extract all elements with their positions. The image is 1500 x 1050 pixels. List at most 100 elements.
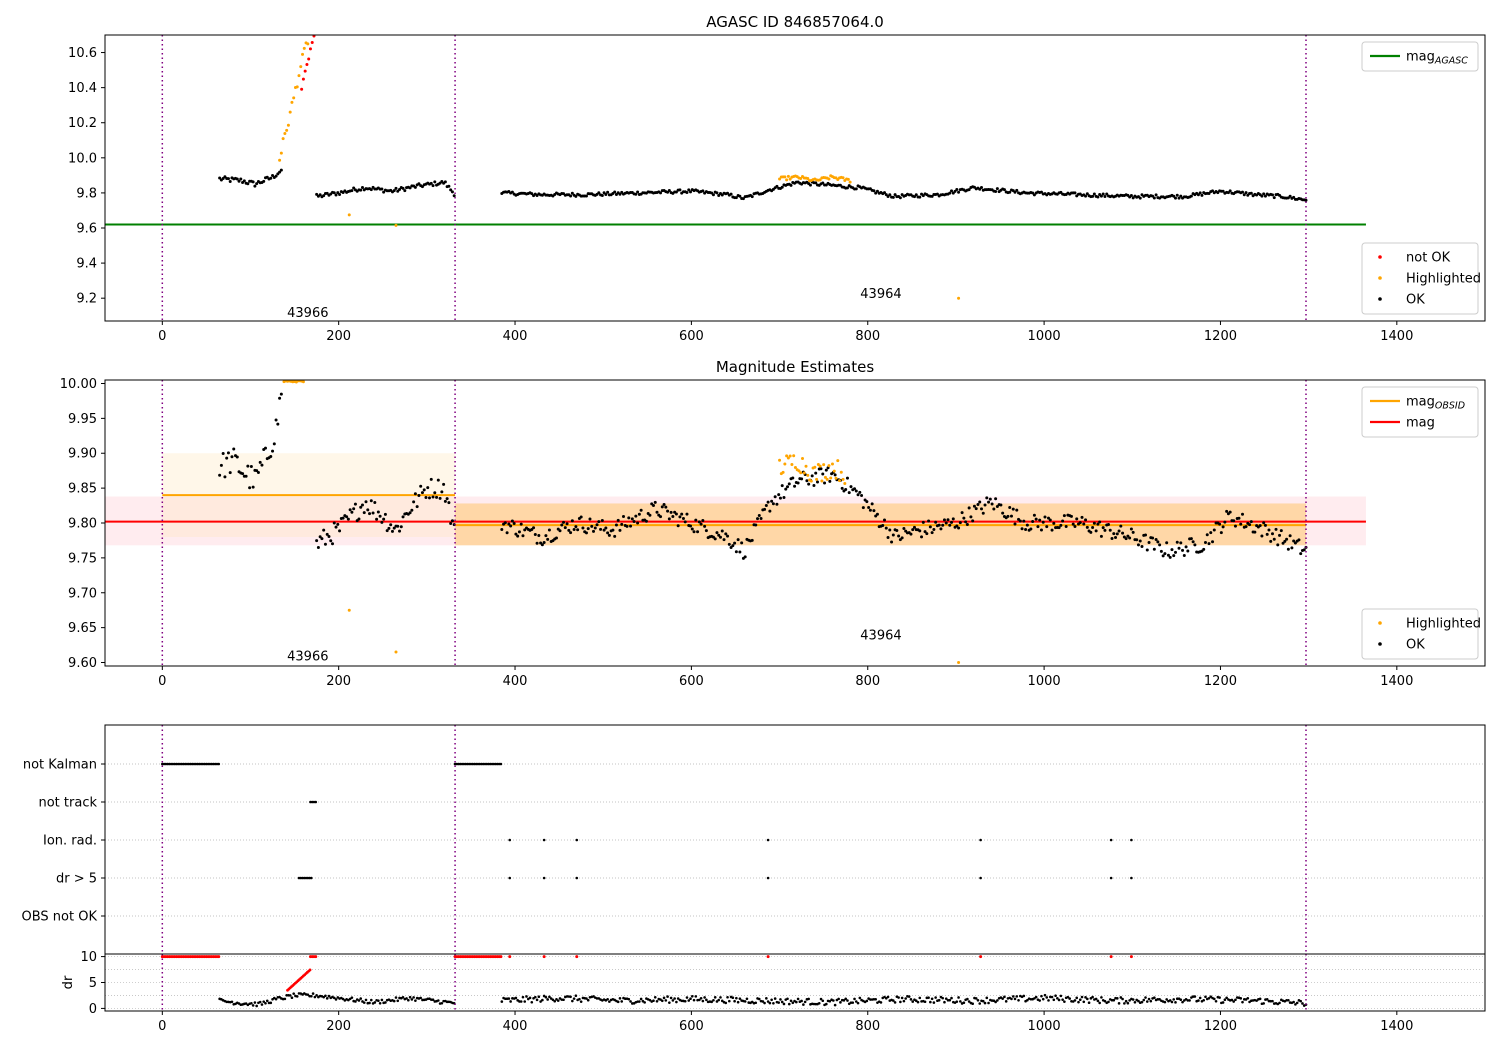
- ok-point: [422, 488, 426, 492]
- dr-ok-point: [701, 999, 705, 1003]
- ok-point: [634, 192, 638, 196]
- ok-point: [569, 194, 573, 198]
- highlighted-point: [788, 177, 792, 181]
- dr-ok-point: [1086, 997, 1089, 1001]
- ok-point: [1260, 194, 1264, 198]
- dr-clipped-point: [979, 955, 983, 959]
- highlighted-point: [394, 650, 398, 654]
- y-tick-label: 9.2: [76, 292, 97, 307]
- ok-point: [1121, 531, 1125, 535]
- ok-point: [378, 514, 382, 518]
- highlighted-point: [832, 469, 836, 473]
- ok-point: [856, 493, 860, 497]
- ok-point: [1205, 533, 1209, 537]
- dr-ok-point: [1054, 994, 1057, 998]
- dr-ok-point: [1112, 998, 1116, 1002]
- ok-point: [452, 194, 456, 198]
- dr-ok-point: [306, 993, 310, 996]
- dr-ok-point: [1119, 996, 1123, 999]
- dr-ok-point: [943, 1000, 946, 1004]
- ok-point: [540, 543, 544, 547]
- ok-point: [923, 530, 927, 534]
- flag-category-label: Ion. rad.: [43, 834, 97, 849]
- dr-ok-point: [509, 1000, 512, 1003]
- ok-point: [269, 454, 273, 458]
- highlighted-point: [785, 454, 789, 458]
- ok-point: [893, 193, 897, 197]
- ok-point: [858, 490, 862, 494]
- ok-point: [634, 514, 638, 518]
- ok-point: [1050, 528, 1054, 532]
- ok-point: [562, 520, 566, 524]
- not-ok-point: [307, 57, 311, 61]
- dr-ok-point: [1123, 1002, 1126, 1005]
- dr-ok-point: [250, 1001, 253, 1005]
- dr-ok-point: [743, 1000, 747, 1003]
- ok-point: [235, 177, 239, 181]
- ok-point: [969, 515, 973, 519]
- dr-ok-point: [966, 997, 969, 1001]
- ok-point: [773, 495, 777, 499]
- ok-point: [948, 523, 952, 527]
- dr-ok-point: [1140, 1000, 1144, 1004]
- y-tick-label: 9.4: [76, 257, 97, 272]
- dr-ok-point: [1188, 999, 1191, 1002]
- legend-box: [1361, 608, 1479, 660]
- ok-point: [316, 545, 320, 549]
- ok-point: [958, 521, 962, 525]
- ok-point: [597, 191, 601, 195]
- ok-point: [729, 546, 733, 550]
- obsid-annotation: 43966: [287, 306, 328, 321]
- ok-point: [426, 486, 430, 490]
- dr-ok-point: [431, 998, 435, 1002]
- ok-point: [639, 508, 643, 512]
- ok-point: [1073, 191, 1077, 195]
- dr-ok-point: [941, 996, 944, 1000]
- dr-ok-point: [1198, 996, 1202, 1000]
- highlighted-point: [806, 176, 810, 180]
- ok-point: [1034, 517, 1038, 521]
- ok-point: [419, 484, 423, 488]
- dr-ok-point: [719, 996, 722, 999]
- ok-point: [734, 550, 738, 554]
- ok-point: [715, 531, 719, 535]
- ok-point: [1170, 548, 1174, 552]
- dr-ok-point: [1026, 998, 1029, 1002]
- ok-point: [780, 185, 784, 189]
- ok-point: [1094, 529, 1098, 533]
- ok-point: [586, 527, 590, 531]
- highlighted-point: [283, 132, 287, 136]
- dr-ok-point: [334, 998, 338, 1001]
- dr-ok-point: [698, 998, 701, 1002]
- ok-point: [1158, 543, 1162, 547]
- dr-ok-point: [671, 999, 675, 1002]
- ok-point: [883, 191, 887, 195]
- ok-point: [957, 526, 961, 530]
- ok-point: [226, 451, 230, 455]
- ok-point: [533, 532, 537, 536]
- ok-point: [680, 512, 684, 516]
- ok-point: [821, 181, 825, 185]
- dr-ok-point: [1063, 1000, 1066, 1003]
- dr-ok-point: [893, 1001, 897, 1004]
- ok-point: [1020, 527, 1024, 531]
- ok-point: [1159, 549, 1163, 553]
- dr-ok-point: [705, 998, 708, 1002]
- dr-ok-point: [676, 997, 680, 1000]
- ok-point: [505, 531, 509, 535]
- dr-ok-point: [373, 1001, 377, 1004]
- ok-point: [888, 193, 892, 197]
- dr-ok-point: [902, 999, 906, 1003]
- dr-ok-point: [932, 1001, 936, 1004]
- ok-point: [380, 520, 384, 524]
- ok-point: [1269, 539, 1273, 543]
- highlighted-point: [839, 470, 843, 474]
- ok-point: [828, 479, 832, 483]
- ok-point: [1099, 194, 1103, 198]
- ok-point: [445, 497, 449, 501]
- dr-ok-point: [396, 999, 400, 1003]
- y-tick-label: 9.75: [68, 551, 97, 566]
- ok-point: [544, 534, 548, 538]
- ok-point: [244, 474, 248, 478]
- ok-point: [249, 465, 253, 469]
